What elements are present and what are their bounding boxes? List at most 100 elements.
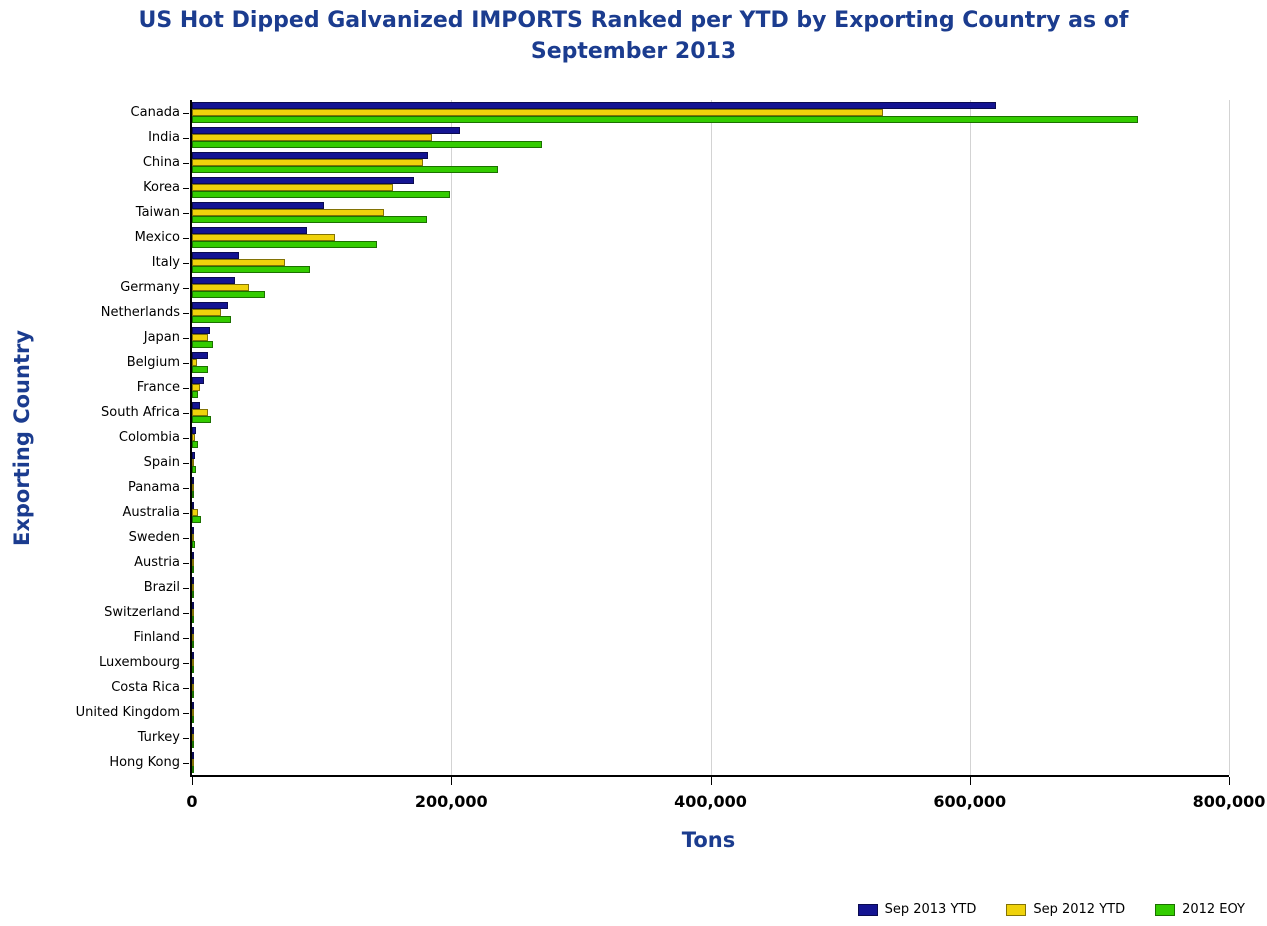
bar-group	[192, 375, 1229, 400]
bar-sep-2013-ytd	[192, 752, 194, 759]
bar-group	[192, 150, 1229, 175]
bar-sep-2013-ytd	[192, 402, 200, 409]
category-label: Netherlands	[100, 305, 180, 320]
category-label: Australia	[122, 505, 180, 520]
bar-sep-2012-ytd	[192, 259, 286, 266]
bar-sep-2012-ytd	[192, 434, 195, 441]
category-label: South Africa	[101, 405, 180, 420]
gridline	[710, 100, 712, 775]
bar-group	[192, 350, 1229, 375]
bar-sep-2013-ytd	[192, 427, 196, 434]
bar-group	[192, 550, 1229, 575]
bar-2012-eoy	[192, 241, 378, 248]
chart-row: Belgium	[127, 350, 1229, 375]
bar-2012-eoy	[192, 641, 194, 648]
legend-item: 2012 EOY	[1155, 902, 1245, 917]
category-label: Austria	[134, 555, 180, 570]
x-axis-tick	[969, 777, 971, 785]
category-label: Spain	[143, 455, 180, 470]
bar-2012-eoy	[192, 341, 213, 348]
chart-row: Hong Kong	[109, 750, 1229, 775]
bar-sep-2013-ytd	[192, 727, 194, 734]
chart-row: Finland	[134, 625, 1229, 650]
bar-2012-eoy	[192, 366, 208, 373]
bar-group	[192, 575, 1229, 600]
bar-group	[192, 275, 1229, 300]
category-label: Costa Rica	[111, 680, 180, 695]
bar-2012-eoy	[192, 466, 196, 473]
bar-group	[192, 100, 1229, 125]
chart-row: Switzerland	[104, 600, 1229, 625]
bar-group	[192, 175, 1229, 200]
category-label: Japan	[143, 330, 180, 345]
x-axis-tick	[192, 777, 193, 785]
x-axis-title: Tons	[681, 828, 736, 852]
chart-row: Luxembourg	[99, 650, 1229, 675]
bar-2012-eoy	[192, 116, 1139, 123]
gridline	[1229, 100, 1230, 775]
category-label: France	[136, 380, 180, 395]
x-axis-tick-label: 800,000	[1192, 792, 1266, 811]
bar-sep-2012-ytd	[192, 334, 208, 341]
bar-2012-eoy	[192, 316, 231, 323]
bar-2012-eoy	[192, 716, 194, 723]
legend-label: Sep 2013 YTD	[884, 902, 977, 917]
chart-row: Australia	[122, 500, 1229, 525]
bar-group	[192, 250, 1229, 275]
bar-sep-2013-ytd	[192, 127, 461, 134]
bar-sep-2012-ytd	[192, 759, 194, 766]
chart-row: France	[137, 375, 1229, 400]
legend-item: Sep 2012 YTD	[1006, 902, 1125, 917]
bar-sep-2013-ytd	[192, 152, 428, 159]
chart-row: United Kingdom	[76, 700, 1229, 725]
bar-sep-2013-ytd	[192, 202, 325, 209]
bar-sep-2013-ytd	[192, 277, 235, 284]
chart-row: Austria	[134, 550, 1229, 575]
bar-2012-eoy	[192, 616, 194, 623]
chart-title-line2: September 2013	[530, 38, 737, 64]
category-label: Taiwan	[135, 205, 180, 220]
chart-row: Sweden	[129, 525, 1229, 550]
category-label: Korea	[143, 180, 180, 195]
bar-sep-2012-ytd	[192, 734, 194, 741]
bar-2012-eoy	[192, 266, 310, 273]
category-label: China	[142, 155, 180, 170]
bar-2012-eoy	[192, 566, 194, 573]
bar-sep-2013-ytd	[192, 452, 195, 459]
x-axis-tick	[1229, 777, 1230, 785]
bar-sep-2012-ytd	[192, 509, 199, 516]
bar-group	[192, 200, 1229, 225]
bar-group	[192, 225, 1229, 250]
bar-group	[192, 500, 1229, 525]
chart-row: Brazil	[144, 575, 1229, 600]
chart-row: Taiwan	[136, 200, 1229, 225]
bar-2012-eoy	[192, 741, 194, 748]
bar-group	[192, 400, 1229, 425]
bar-sep-2012-ytd	[192, 659, 194, 666]
bar-2012-eoy	[192, 216, 427, 223]
bar-sep-2013-ytd	[192, 302, 229, 309]
category-label: Turkey	[137, 730, 180, 745]
bar-sep-2012-ytd	[192, 409, 208, 416]
x-axis-tick-label: 0	[186, 792, 198, 811]
category-label: Switzerland	[104, 605, 180, 620]
bar-2012-eoy	[192, 391, 199, 398]
category-label: Sweden	[128, 530, 180, 545]
legend-item: Sep 2013 YTD	[857, 902, 977, 917]
bar-sep-2012-ytd	[192, 684, 194, 691]
chart-row: Germany	[120, 275, 1229, 300]
bar-sep-2013-ytd	[192, 627, 194, 634]
category-label: Panama	[127, 480, 180, 495]
bar-sep-2012-ytd	[192, 209, 384, 216]
legend-swatch	[1006, 903, 1027, 916]
chart-title-line1: US Hot Dipped Galvanized IMPORTS Ranked …	[138, 8, 1129, 33]
category-label: Brazil	[143, 580, 180, 595]
bar-sep-2012-ytd	[192, 359, 198, 366]
bar-2012-eoy	[192, 191, 450, 198]
bar-group	[192, 700, 1229, 725]
category-label: United Kingdom	[75, 705, 180, 720]
bar-group	[192, 450, 1229, 475]
bar-group	[192, 300, 1229, 325]
bar-sep-2013-ytd	[192, 477, 194, 484]
gridline	[451, 100, 453, 775]
